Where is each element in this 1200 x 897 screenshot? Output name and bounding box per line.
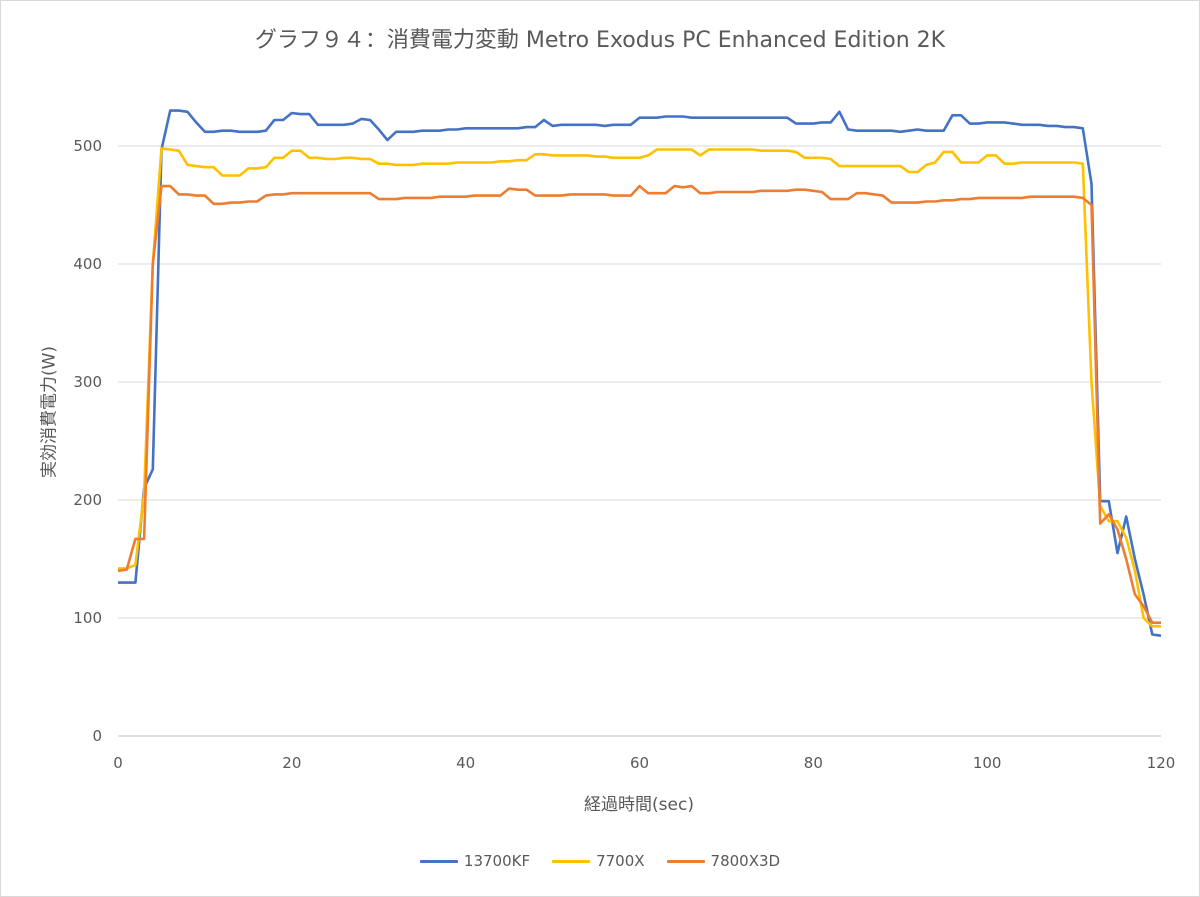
legend: 13700KF 7700X 7800X3D — [0, 852, 1200, 870]
series-line-7700X — [118, 147, 1161, 628]
y-tick-label: 400 — [73, 255, 102, 273]
legend-item-7700X: 7700X — [552, 852, 645, 870]
x-tick-label: 120 — [1147, 754, 1176, 772]
series-line-7800X3D — [117, 184, 1161, 625]
legend-label: 7700X — [596, 852, 645, 870]
y-tick-label: 300 — [73, 373, 102, 391]
y-tick-label: 500 — [73, 137, 102, 155]
legend-item-13700KF: 13700KF — [419, 852, 531, 870]
x-axis-title: 経過時間(sec) — [584, 795, 694, 815]
legend-swatch — [666, 859, 705, 863]
x-tick-label: 0 — [113, 754, 123, 772]
legend-swatch — [552, 859, 591, 863]
x-tick-label: 20 — [282, 754, 301, 772]
x-tick-label: 60 — [630, 754, 649, 772]
legend-swatch — [419, 859, 458, 863]
legend-label: 7800X3D — [710, 852, 781, 870]
x-tick-label: 100 — [973, 754, 1002, 772]
series-line-13700KF — [118, 109, 1162, 637]
y-tick-label: 100 — [73, 609, 102, 627]
y-tick-label: 200 — [73, 491, 102, 509]
y-tick-label: 0 — [92, 727, 102, 745]
x-tick-label: 80 — [804, 754, 823, 772]
x-tick-label: 40 — [456, 754, 475, 772]
chart-title: グラフ９４：消費電力変動 Metro Exodus PC Enhanced Ed… — [254, 28, 946, 53]
legend-item-7800X3D: 7800X3D — [666, 852, 781, 870]
legend-label: 13700KF — [463, 852, 531, 870]
